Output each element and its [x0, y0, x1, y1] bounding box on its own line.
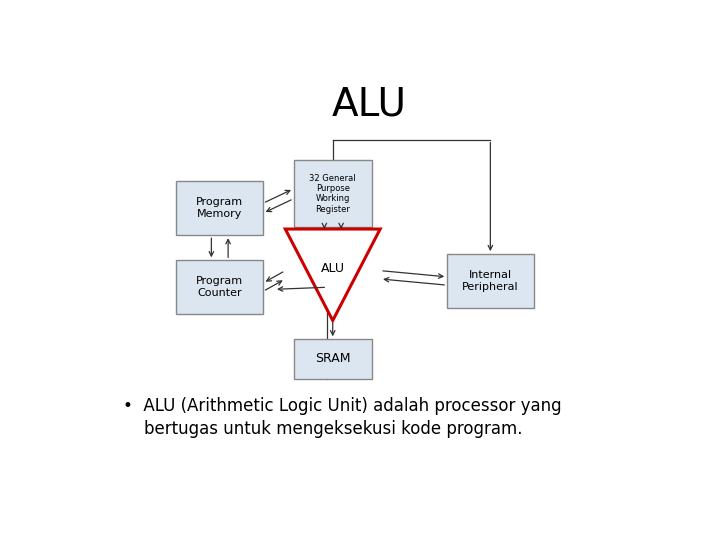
Text: Program
Counter: Program Counter: [196, 276, 243, 298]
Text: Program
Memory: Program Memory: [196, 198, 243, 219]
Text: bertugas untuk mengeksekusi kode program.: bertugas untuk mengeksekusi kode program…: [124, 420, 523, 438]
FancyBboxPatch shape: [294, 160, 372, 227]
Text: Internal
Peripheral: Internal Peripheral: [462, 270, 518, 292]
FancyBboxPatch shape: [294, 339, 372, 379]
FancyBboxPatch shape: [176, 181, 263, 235]
Text: SRAM: SRAM: [315, 353, 351, 366]
Polygon shape: [285, 229, 380, 321]
FancyBboxPatch shape: [447, 254, 534, 308]
Text: 32 General
Purpose
Working
Register: 32 General Purpose Working Register: [310, 173, 356, 214]
Text: •  ALU (Arithmetic Logic Unit) adalah processor yang: • ALU (Arithmetic Logic Unit) adalah pro…: [124, 397, 562, 415]
Text: ALU: ALU: [331, 85, 407, 124]
FancyBboxPatch shape: [176, 260, 263, 314]
Text: ALU: ALU: [320, 262, 345, 275]
